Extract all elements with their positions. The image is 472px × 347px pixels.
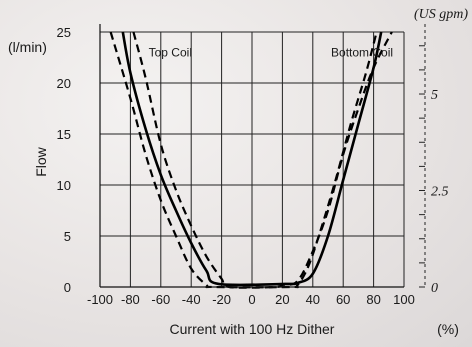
y-tick-label: 0: [64, 280, 71, 295]
x-tick-label: -60: [151, 292, 170, 307]
x-tick-label: -100: [87, 292, 113, 307]
y2-tick-label: 0: [431, 281, 438, 296]
axes: [99, 24, 404, 288]
x-tick-label: 100: [393, 292, 415, 307]
series-layer: [109, 31, 393, 289]
x-tick-label: -40: [182, 292, 201, 307]
y-tick-label: 15: [57, 127, 71, 142]
y-tick-label: 20: [57, 76, 71, 91]
x-unit-label: (%): [437, 321, 459, 337]
series-solid-line: [121, 31, 383, 287]
x-tick-label: -80: [121, 292, 140, 307]
y-axis-label: Flow: [33, 146, 49, 176]
series-dashed-line: [132, 31, 393, 289]
tick-labels: -100 -80 -60 -40 -20 0 20 40 60 80 100 0 5 10 15 20 25: [57, 25, 415, 307]
y2-tick-label: 2.5: [431, 185, 449, 200]
x-tick-label: 60: [336, 292, 350, 307]
coil-annotation: Bottom Coil: [331, 45, 393, 59]
x-tick-label: 20: [275, 292, 289, 307]
annotations: Top Coil Bottom Coil: [149, 45, 393, 59]
x-tick-label: 0: [248, 292, 255, 307]
x-axis-label: Current with 100 Hz Dither: [170, 321, 335, 337]
y-tick-label: 25: [57, 25, 71, 40]
right-axis: 02.55: [419, 24, 449, 296]
y-tick-label: 5: [64, 229, 71, 244]
x-tick-label: -20: [212, 292, 231, 307]
y2-unit-label: (US gpm): [414, 7, 468, 22]
x-tick-label: 80: [366, 292, 380, 307]
coil-annotation: Top Coil: [149, 45, 192, 59]
grid: [99, 31, 405, 288]
y2-tick-label: 5: [431, 88, 438, 103]
y-unit-label: (l/min): [8, 39, 47, 55]
y-tick-label: 10: [57, 178, 71, 193]
series-dashed-line: [109, 31, 378, 289]
x-tick-label: 40: [306, 292, 320, 307]
